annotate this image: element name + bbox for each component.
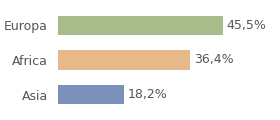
Bar: [58, 50, 190, 70]
Text: 45,5%: 45,5%: [227, 19, 267, 32]
Text: 18,2%: 18,2%: [128, 88, 167, 101]
Bar: [58, 85, 124, 105]
Bar: [58, 15, 223, 35]
Text: 36,4%: 36,4%: [194, 54, 233, 66]
